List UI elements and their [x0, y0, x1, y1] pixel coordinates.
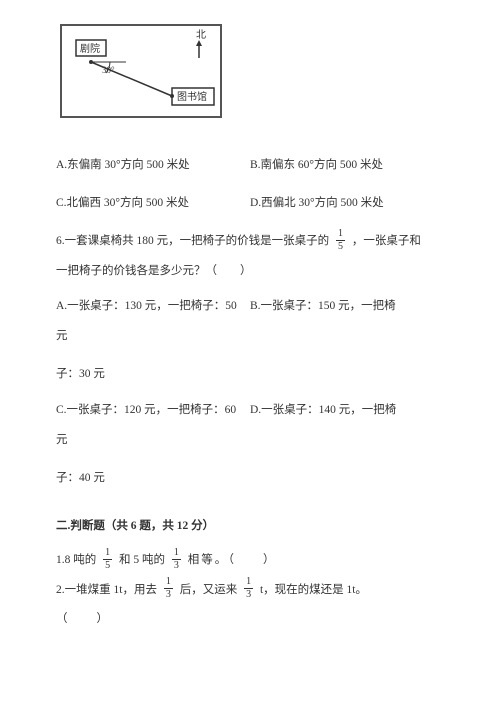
direction-diagram: 北 剧院 30° 图书馆	[60, 24, 444, 137]
frac-den: 3	[244, 589, 253, 600]
q6-option-a: A.一张桌子：130 元，一把椅子：50 元	[56, 292, 250, 352]
frac-den: 3	[172, 560, 181, 571]
s2-q2: 2.一堆煤重 1t，用去 1 3 后，又运来 1 3 t，现在的煤还是 1t。	[56, 576, 444, 606]
s2-q1: 1.8 吨的 1 5 和 5 吨的 1 3 相等。（ ）	[56, 546, 444, 576]
s2-q2-b: 后，又运来	[180, 584, 238, 596]
s2-q1-b: 和 5 吨的	[119, 554, 165, 566]
frac-num: 1	[336, 229, 345, 241]
s2-q2-d: （ ）	[56, 605, 444, 635]
q6-option-c: C.一张桌子：120 元，一把椅子：60 元	[56, 396, 250, 456]
exam-page: 北 剧院 30° 图书馆 A.东偏南 30°方向 500 米处 B.南偏东 60…	[0, 0, 500, 659]
q6-options-row2: C.一张桌子：120 元，一把椅子：60 元 D.一张桌子：140 元，一把椅	[56, 396, 444, 456]
frac-den: 3	[164, 589, 173, 600]
q6-stem-b: ，一张桌子和	[352, 235, 421, 247]
q6-option-d-part2: 子：40 元	[56, 464, 444, 494]
q6-option-b-part2: 子：30 元	[56, 360, 444, 390]
s2-q1-c: 相等。（ ）	[188, 554, 277, 566]
frac-num: 1	[172, 548, 181, 560]
diagram-svg: 北 剧院 30° 图书馆	[60, 24, 230, 124]
q5-option-d: D.西偏北 30°方向 500 米处	[250, 189, 444, 219]
s2-q1-a: 1.8 吨的	[56, 554, 96, 566]
q5-option-c: C.北偏西 30°方向 500 米处	[56, 189, 250, 219]
q5-option-a: A.东偏南 30°方向 500 米处	[56, 151, 250, 181]
frac-num: 1	[244, 577, 253, 589]
s2-q2-c: t，现在的煤还是 1t。	[260, 584, 367, 596]
library-label: 图书馆	[177, 90, 207, 103]
q6-fraction: 1 5	[336, 229, 345, 252]
frac-num: 1	[164, 577, 173, 589]
s2-q1-frac1: 1 5	[103, 548, 112, 571]
direction-line	[91, 62, 172, 96]
frac-num: 1	[103, 548, 112, 560]
s2-q2-frac2: 1 3	[244, 577, 253, 600]
frac-den: 5	[336, 241, 345, 252]
s2-q1-frac2: 1 3	[172, 548, 181, 571]
q6-option-d-part1: D.一张桌子：140 元，一把椅	[250, 396, 444, 456]
s2-q2-frac1: 1 3	[164, 577, 173, 600]
s2-q2-a: 2.一堆煤重 1t，用去	[56, 584, 157, 596]
q6-stem-a: 6.一套课桌椅共 180 元，一把椅子的价钱是一张桌子的	[56, 235, 329, 247]
q5-options-row2: C.北偏西 30°方向 500 米处 D.西偏北 30°方向 500 米处	[56, 189, 444, 219]
q6-stem: 6.一套课桌椅共 180 元，一把椅子的价钱是一张桌子的 1 5 ，一张桌子和	[56, 227, 444, 257]
theatre-label: 剧院	[80, 42, 100, 55]
frac-den: 5	[103, 560, 112, 571]
q6-option-b-part1: B.一张桌子：150 元，一把椅	[250, 292, 444, 352]
north-label: 北	[196, 29, 206, 41]
section2-title: 二.判断题（共 6 题，共 12 分）	[56, 512, 444, 542]
q5-option-b: B.南偏东 60°方向 500 米处	[250, 151, 444, 181]
q6-stem-line2: 一把椅子的价钱各是多少元？（ ）	[56, 257, 444, 287]
q5-options-row1: A.东偏南 30°方向 500 米处 B.南偏东 60°方向 500 米处	[56, 151, 444, 181]
q6-options-row1: A.一张桌子：130 元，一把椅子：50 元 B.一张桌子：150 元，一把椅	[56, 292, 444, 352]
